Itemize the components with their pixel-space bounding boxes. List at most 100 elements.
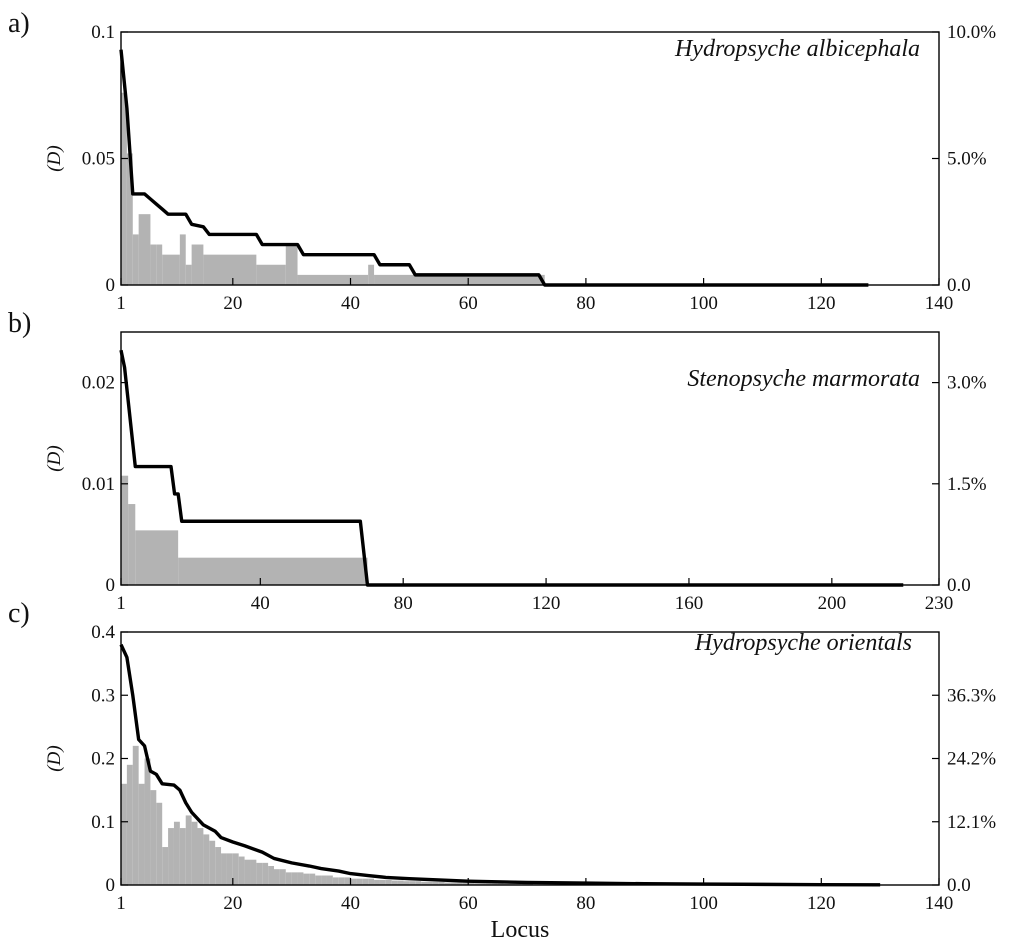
y-tick-label: 0.3 <box>91 685 115 706</box>
y2-tick-label: 36.3% <box>947 685 996 706</box>
bar <box>209 840 216 885</box>
bar <box>244 859 251 885</box>
y-tick-label: 0 <box>106 575 116 596</box>
y-tick-label: 0 <box>106 275 116 296</box>
bar <box>179 828 186 885</box>
x-tick-label: 40 <box>251 593 270 614</box>
panel-b: b) Stenopsyche marmorata (D) 1 40 80 120 160… <box>8 308 987 614</box>
bar <box>321 875 327 885</box>
x-tick-label: 80 <box>576 293 595 314</box>
y2-tick-label: 5.0% <box>947 149 987 170</box>
x-tick-label: 1 <box>116 293 126 314</box>
bar <box>168 828 174 885</box>
x-tick-label: 40 <box>341 293 360 314</box>
bar <box>415 881 422 885</box>
axis-ticks: 1 20 40 60 80 100 120 14000.10.20.30.40.012.1%2… <box>91 622 996 914</box>
y2-tick-label: 0.0 <box>947 875 971 896</box>
x-tick-label: 20 <box>223 293 242 314</box>
bar <box>238 856 245 885</box>
y2-tick-label: 1.5% <box>947 474 987 495</box>
bar <box>132 745 139 885</box>
bar <box>232 853 239 885</box>
bar <box>138 783 145 885</box>
x-tick-label: 120 <box>807 293 836 314</box>
bar <box>121 475 129 585</box>
bar <box>191 821 198 885</box>
bar <box>185 815 192 885</box>
bar <box>173 821 180 885</box>
bar <box>462 882 469 885</box>
bar <box>303 873 310 885</box>
series-line <box>119 49 869 287</box>
bar <box>203 834 210 885</box>
x-tick-label: 1 <box>116 893 126 914</box>
bar <box>309 873 316 885</box>
y-tick-label: 0.1 <box>91 22 115 43</box>
bar <box>262 862 269 885</box>
bar <box>291 872 298 885</box>
y2-tick-label: 10.0% <box>947 22 996 43</box>
bar <box>197 828 204 885</box>
bar <box>156 244 163 285</box>
bar <box>256 862 263 885</box>
bar <box>450 882 457 885</box>
bars <box>121 92 545 285</box>
panel-a: a) Hydropsyche albicephala (D) 1 20 40 60 80… <box>8 8 996 314</box>
bar <box>468 882 475 885</box>
x-tick-label: 60 <box>459 893 478 914</box>
bar <box>344 877 351 885</box>
bar <box>332 877 339 885</box>
panel-letter: c) <box>8 598 30 629</box>
axis-ticks: 1 40 80 120 160 200 230 0 0.01 0.02 0.0 1.5% 3.0% <box>82 373 987 614</box>
bar <box>221 853 227 885</box>
bar <box>438 881 445 885</box>
panel-c: c) Hydropsyche orientals (D) 1 20 40 60 80 10… <box>8 598 996 943</box>
x-axis-label: Locus <box>491 917 550 943</box>
y-axis-label: (D) <box>44 445 65 471</box>
y2-tick-label: 3.0% <box>947 373 987 394</box>
bar <box>485 883 492 885</box>
y2-tick-label: 12.1% <box>947 812 996 833</box>
bar <box>185 264 192 285</box>
bar <box>356 878 363 885</box>
bar <box>491 883 498 885</box>
bar <box>191 244 204 285</box>
y-tick-label: 0.4 <box>91 622 115 643</box>
bar <box>297 872 304 885</box>
y-axis-label: (D) <box>44 745 65 771</box>
bar <box>128 504 136 585</box>
y-tick-label: 0.01 <box>82 474 115 495</box>
bar <box>274 869 280 885</box>
bar <box>427 881 433 885</box>
x-tick-label: 80 <box>394 593 413 614</box>
bar <box>121 92 127 285</box>
y-tick-label: 0.02 <box>82 373 115 394</box>
chart-title: Hydropsyche orientals <box>694 630 912 656</box>
bar <box>297 274 369 285</box>
x-tick-label: 1 <box>116 593 126 614</box>
bar <box>403 881 410 885</box>
bar <box>150 244 157 285</box>
bar <box>456 882 463 885</box>
bar <box>432 881 439 885</box>
bar <box>285 872 292 885</box>
bar <box>374 879 380 885</box>
x-tick-label: 140 <box>925 293 954 314</box>
bars <box>121 745 533 885</box>
chart-title: Hydropsyche albicephala <box>674 36 920 62</box>
y2-tick-label: 24.2% <box>947 749 996 770</box>
bar <box>156 802 163 885</box>
bar <box>279 869 286 885</box>
bar <box>315 875 322 885</box>
bar <box>150 790 157 885</box>
y-tick-label: 0.1 <box>91 812 115 833</box>
bar <box>479 883 486 885</box>
bar <box>362 878 369 885</box>
chart-title: Stenopsyche marmorata <box>687 366 920 392</box>
x-tick-label: 120 <box>807 893 836 914</box>
bar <box>338 877 345 885</box>
y-axis-label: (D) <box>44 145 65 171</box>
bar <box>374 274 545 285</box>
bar <box>126 764 133 885</box>
bar <box>256 264 286 285</box>
